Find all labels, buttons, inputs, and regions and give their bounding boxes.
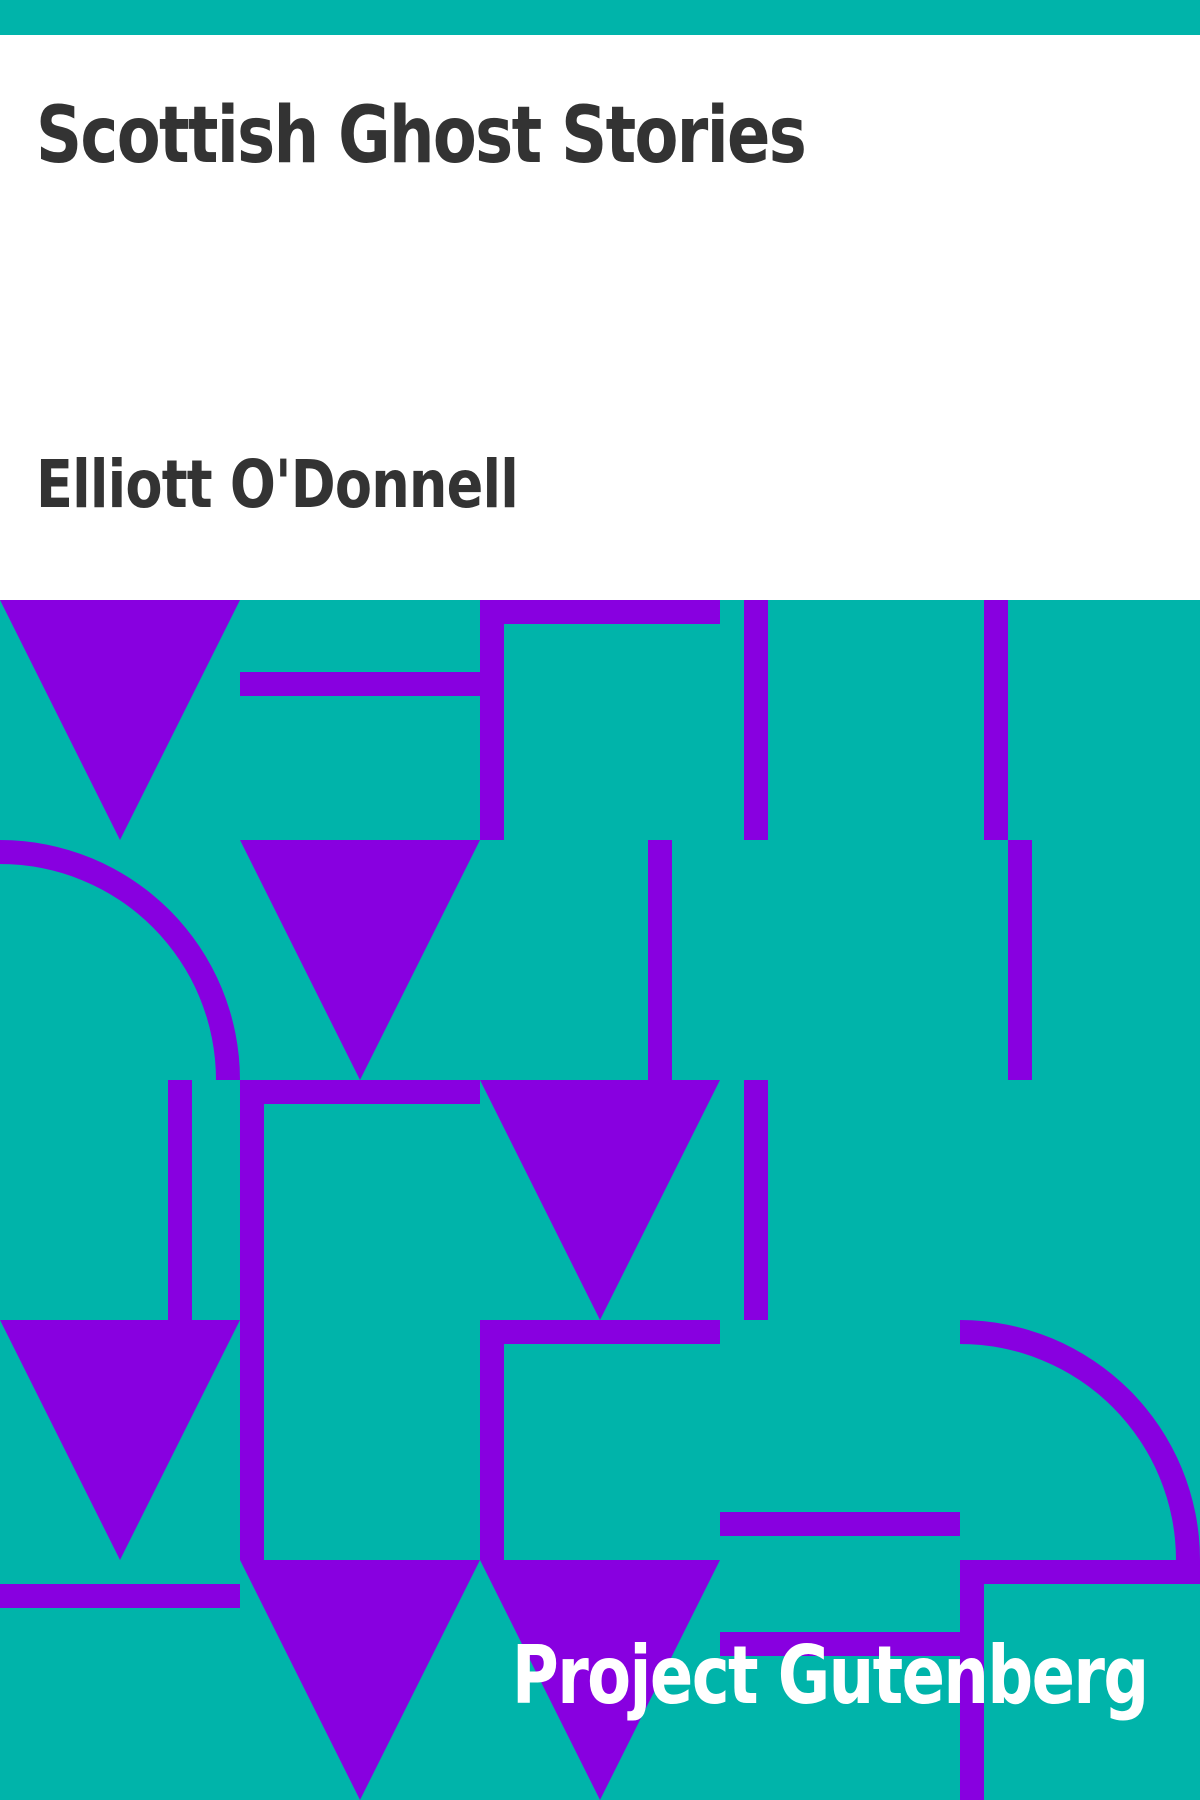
triangle-shape	[240, 840, 480, 1080]
bar-shape	[720, 1632, 960, 1656]
bar-shape	[0, 1584, 240, 1608]
bar-shape	[240, 1080, 480, 1104]
bar-shape	[480, 1320, 504, 1560]
bar-shape	[240, 1080, 264, 1560]
book-title: Scottish Ghost Stories	[36, 91, 807, 181]
bar-shape	[240, 672, 480, 696]
book-author: Elliott O'Donnell	[36, 446, 519, 523]
bar-shape	[720, 1512, 960, 1536]
triangle-shape	[480, 1080, 720, 1320]
bar-shape	[744, 600, 768, 840]
triangle-shape	[0, 600, 240, 840]
pattern-shapes	[0, 600, 1200, 1800]
triangle-shape	[240, 1560, 480, 1800]
bar-shape	[480, 600, 504, 840]
bar-shape	[480, 600, 720, 624]
bar-shape	[744, 1080, 768, 1320]
bar-shape	[168, 1080, 192, 1320]
bar-shape	[480, 1320, 720, 1344]
triangle-shape	[0, 1320, 240, 1560]
quarter-arc-shape	[0, 840, 240, 1080]
bar-shape	[648, 840, 672, 1080]
triangle-shape	[480, 1560, 720, 1800]
publisher-name: Project Gutenberg	[512, 1629, 1149, 1722]
bar-shape	[960, 1560, 1200, 1584]
bar-shape	[984, 600, 1008, 840]
bar-shape	[960, 1560, 984, 1800]
bar-shape	[1008, 840, 1032, 1080]
quarter-arc-shape	[960, 1320, 1200, 1560]
cover-pattern	[0, 600, 1200, 1800]
top-accent-band	[0, 0, 1200, 35]
